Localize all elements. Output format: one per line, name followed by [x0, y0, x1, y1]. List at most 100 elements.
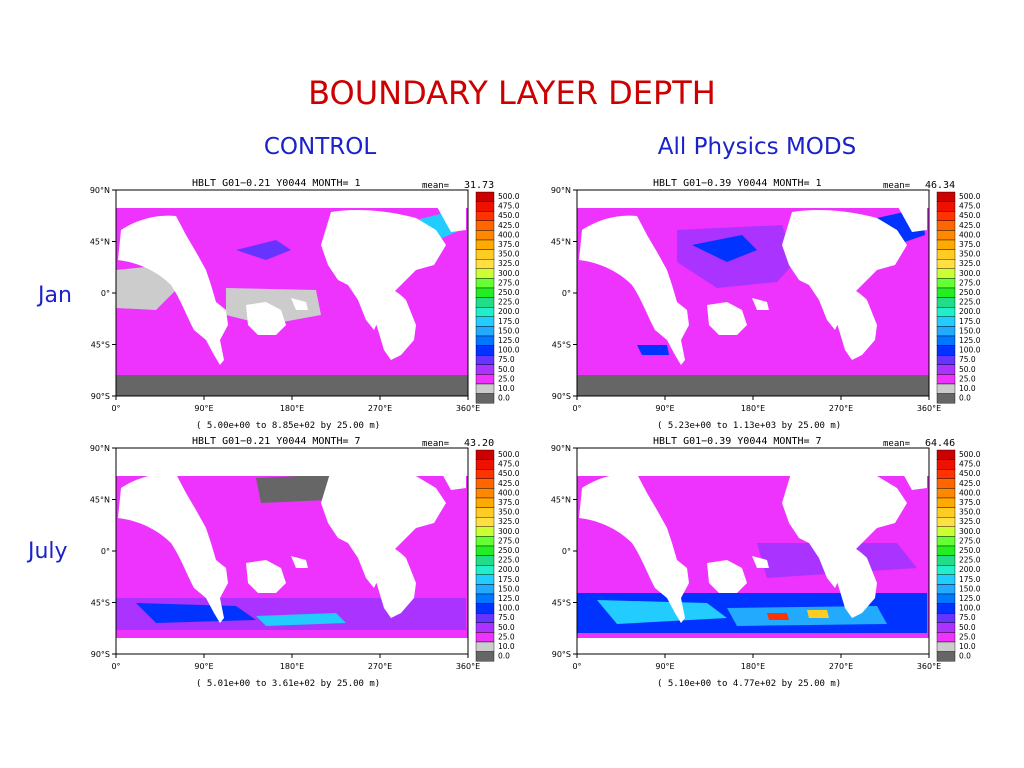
colorbar-swatch	[936, 297, 956, 308]
colorbar-label: 500.0	[498, 450, 520, 459]
lat-label: 0°	[101, 547, 110, 556]
lat-label: 90°N	[551, 186, 571, 195]
land-mass	[371, 280, 416, 360]
colorbar-swatch	[936, 555, 956, 566]
colorbar-label: 100.0	[498, 346, 520, 355]
colorbar-label: 50.0	[959, 623, 976, 632]
colorbar-label: 10.0	[498, 642, 515, 651]
land-mass	[291, 556, 308, 568]
colorbar-label: 400.0	[959, 230, 981, 239]
contour-region	[727, 606, 887, 626]
contour-region	[136, 603, 256, 623]
colorbar-label: 125.0	[959, 336, 981, 345]
land-mass	[752, 556, 769, 568]
range-caption: ( 5.10e+00 to 4.77e+02 by 25.00 m)	[657, 679, 841, 689]
colorbar-label: 225.0	[959, 298, 981, 307]
colorbar-label: 350.0	[498, 508, 520, 517]
colorbar-label: 125.0	[498, 594, 520, 603]
colorbar-swatch	[936, 603, 956, 614]
colorbar-label: 400.0	[498, 230, 520, 239]
colorbar-label: 50.0	[498, 365, 515, 374]
land-mass	[897, 205, 927, 232]
colorbar-label: 300.0	[498, 269, 520, 278]
colorbar-swatch	[475, 526, 495, 537]
colorbar-swatch	[936, 516, 956, 527]
colorbar-label: 275.0	[498, 278, 520, 287]
colorbar-swatch	[475, 249, 495, 260]
colorbar-label: 250.0	[959, 288, 981, 297]
colorbar-label: 325.0	[959, 517, 981, 526]
contour-region	[597, 600, 727, 624]
colorbar-swatch	[936, 306, 956, 317]
colorbar-label: 10.0	[959, 384, 976, 393]
colorbar-label: 175.0	[498, 575, 520, 584]
colorbar-label: 50.0	[959, 365, 976, 374]
colorbar-swatch	[475, 201, 495, 212]
land-mass	[577, 448, 929, 476]
lon-label: 270°E	[829, 662, 853, 671]
land-mass	[782, 468, 907, 588]
colorbar-label: 200.0	[959, 565, 981, 574]
colorbar-swatch	[936, 364, 956, 375]
colorbar-label: 75.0	[498, 355, 515, 364]
map-panel: HBLT G01−0.21 Y0044 MONTH= 1 mean= 31.73 90…	[90, 178, 520, 431]
colorbar-label: 150.0	[498, 584, 520, 593]
contour-region	[577, 266, 637, 310]
colorbar-swatch	[475, 278, 495, 289]
colorbar-swatch	[936, 201, 956, 212]
contour-region	[266, 340, 461, 366]
map-panel: HBLT G01−0.39 Y0044 MONTH= 1 mean= 46.34 90…	[551, 178, 981, 431]
lon-label: 0°	[572, 662, 581, 671]
panel-title: HBLT G01−0.39 Y0044 MONTH= 7	[653, 436, 822, 447]
colorbar-label: 25.0	[498, 632, 515, 641]
colorbar-label: 50.0	[498, 623, 515, 632]
lon-label: 180°E	[741, 404, 765, 413]
colorbar-swatch	[475, 641, 495, 652]
colorbar-label: 300.0	[959, 527, 981, 536]
colorbar-swatch	[936, 488, 956, 499]
colorbar-swatch	[475, 191, 495, 202]
row-label-july: July	[28, 539, 68, 564]
lat-label: 90°S	[552, 650, 571, 659]
colorbar-label: 425.0	[498, 221, 520, 230]
colorbar-swatch	[475, 545, 495, 556]
land-mass	[577, 190, 929, 208]
colorbar-swatch	[475, 593, 495, 604]
colorbar-swatch	[936, 564, 956, 575]
lon-label: 90°E	[194, 662, 213, 671]
row-label-jan: Jan	[38, 283, 72, 308]
colorbar-swatch	[475, 459, 495, 470]
lat-label: 90°S	[91, 650, 110, 659]
colorbar-swatch	[936, 449, 956, 460]
colorbar-swatch	[936, 335, 956, 346]
lat-label: 90°N	[90, 444, 110, 453]
colorbar-swatch	[936, 374, 956, 385]
lon-label: 0°	[111, 662, 120, 671]
colorbar-label: 175.0	[959, 575, 981, 584]
colorbar-swatch	[475, 239, 495, 250]
colorbar-swatch	[475, 287, 495, 298]
colorbar-swatch	[936, 220, 956, 231]
lat-label: 45°N	[551, 496, 571, 505]
colorbar-swatch	[475, 316, 495, 327]
colorbar-swatch	[936, 469, 956, 480]
colorbar-label: 0.0	[498, 652, 510, 661]
colorbar-label: 375.0	[959, 240, 981, 249]
lat-label: 45°N	[90, 238, 110, 247]
colorbar-swatch	[936, 258, 956, 269]
colorbar-swatch	[936, 383, 956, 394]
slide-title: BOUNDARY LAYER DEPTH	[308, 74, 716, 112]
colorbar-swatch	[475, 612, 495, 623]
colorbar-swatch	[936, 316, 956, 327]
colorbar-label: 350.0	[498, 250, 520, 259]
colorbar-swatch	[475, 651, 495, 662]
mean-value: 43.20	[464, 438, 494, 449]
land-mass	[436, 205, 466, 232]
colorbar-label: 25.0	[498, 374, 515, 383]
colorbar-swatch	[936, 393, 956, 404]
colorbar-label: 500.0	[959, 450, 981, 459]
colorbar-label: 25.0	[959, 632, 976, 641]
colorbar-label: 25.0	[959, 374, 976, 383]
land-mass	[291, 298, 308, 310]
colorbar-label: 425.0	[959, 479, 981, 488]
